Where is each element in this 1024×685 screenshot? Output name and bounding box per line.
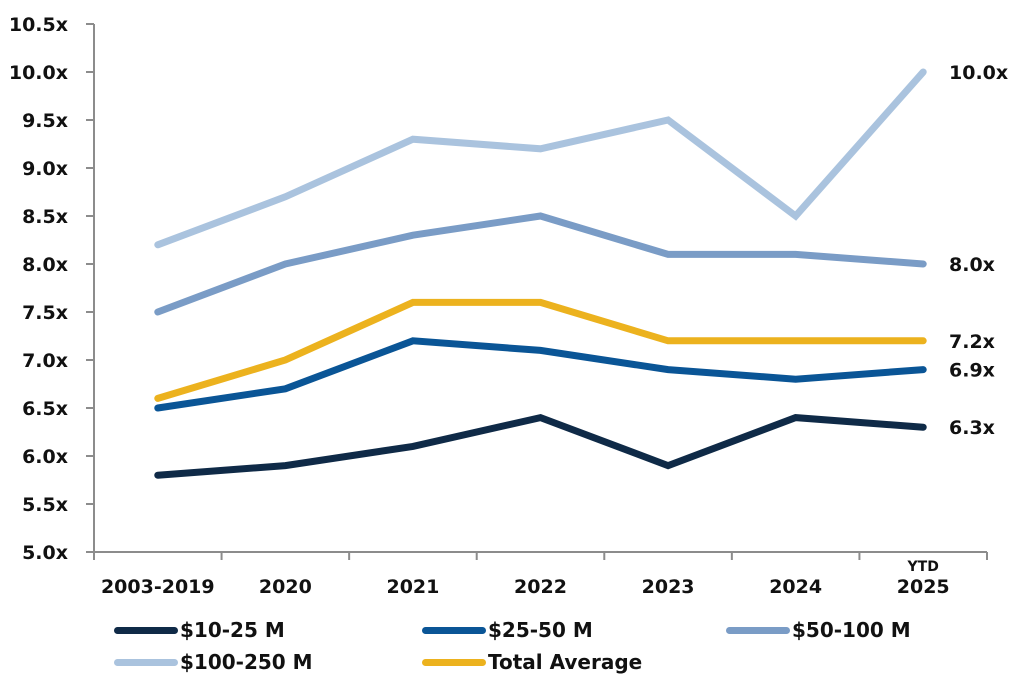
series-line-10-25-m [154,413,927,479]
y-tick-label: 5.5x [22,494,68,516]
y-tick-label: 7.0x [22,350,68,372]
y-axis-ticks: 5.0x 5.5x 6.0x 6.5x 7.0x 7.5x 8.0x 8.5x 9.0x 9.5x… [9,14,94,564]
line-chart: 5.0x 5.5x 6.0x 6.5x 7.0x 7.5x 8.0x 8.5x 9.0x 9.5x… [9,14,1008,598]
axes [86,24,987,553]
legend-label: $50-100 M [792,618,911,642]
series-line-25-50-m [154,337,927,412]
legend-item-50-100m[interactable]: $50-100 M [726,618,911,642]
legend-swatch-50-100m [726,626,790,634]
y-tick-label: 7.5x [22,302,68,324]
legend-label: Total Average [488,650,643,674]
legend-swatch-25-50m [422,626,486,634]
legend-item-25-50m[interactable]: $25-50 M [422,618,593,642]
y-tick-label: 6.5x [22,398,68,420]
y-tick-label: 10.5x [9,14,68,36]
x-tick-label: 2022 [514,576,567,598]
legend-swatch-100-250m [114,658,178,666]
series-lines [154,68,927,479]
y-tick-label: 8.5x [22,206,68,228]
x-tick-label: 2021 [386,576,439,598]
y-tick-label: 5.0x [22,542,68,564]
legend-label: $100-250 M [180,650,313,674]
end-label-10-25-m: 6.3x [949,417,995,439]
end-label-total-average: 7.2x [949,331,995,353]
series-line-total-average [154,298,927,402]
y-tick-label: 6.0x [22,446,68,468]
x-tick-label: 2025 [897,576,950,598]
y-tick-label: 9.5x [22,110,68,132]
legend-item-100-250m[interactable]: $100-250 M [114,650,313,674]
end-label-25-50-m: 6.9x [949,360,995,382]
legend-label: $10-25 M [180,618,285,642]
end-label-100-250-m: 10.0x [949,62,1008,84]
legend-swatch-10-25m [114,626,178,634]
x-tick-label: 2003-2019 [101,576,215,598]
y-tick-label: 8.0x [22,254,68,276]
end-label-50-100-m: 8.0x [949,254,995,276]
x-tick-label: 2023 [642,576,695,598]
legend-swatch-total-average [422,658,486,666]
x-tick-label: 2020 [259,576,312,598]
end-labels: 10.0x 8.0x 7.2x 6.9x 6.3x [949,62,1008,439]
x-tick-label: 2024 [769,576,822,598]
y-tick-label: 10.0x [9,62,68,84]
legend-item-10-25m[interactable]: $10-25 M [114,618,285,642]
legend-item-total-average[interactable]: Total Average [422,650,642,674]
legend-label: $25-50 M [488,618,593,642]
y-tick-label: 9.0x [22,158,68,180]
x-tick-prefix-label: YTD [907,559,939,575]
series-line-50-100-m [154,212,927,316]
series-line-100-250-m [154,68,927,249]
